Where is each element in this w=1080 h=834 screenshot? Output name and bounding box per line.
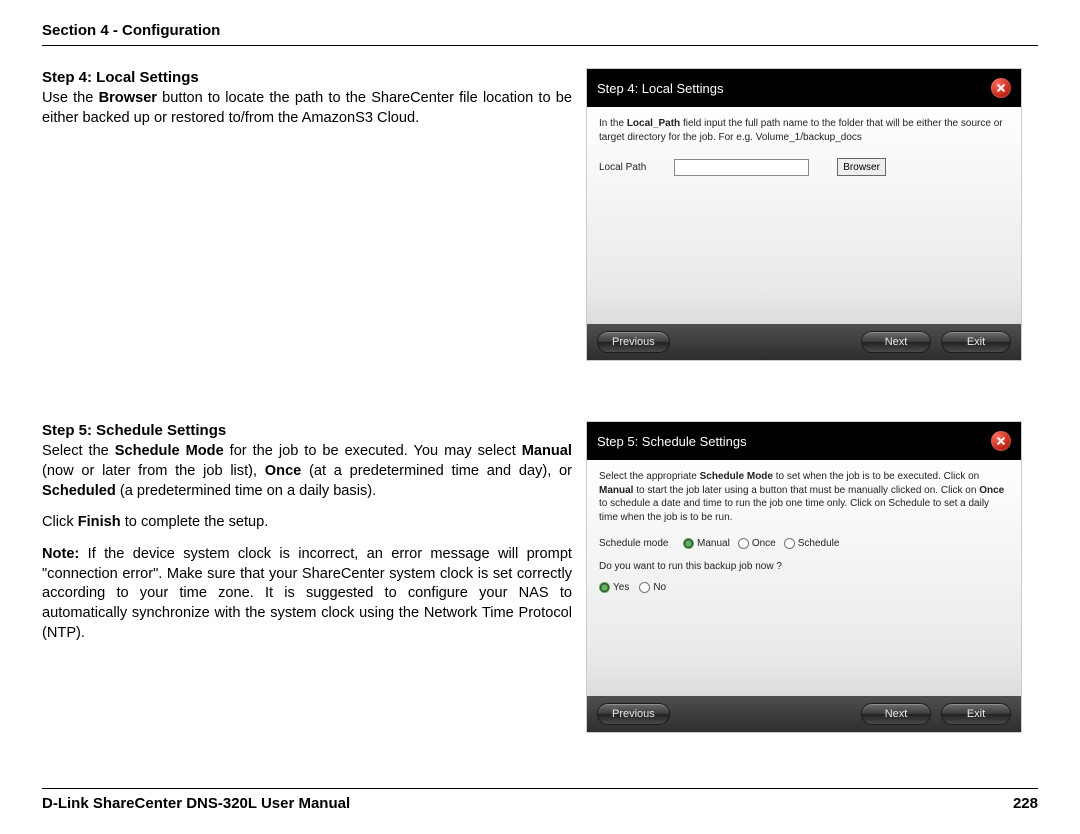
dialog-instruction: In the Local_Path field input the full p… bbox=[599, 117, 1009, 144]
previous-button[interactable]: Previous bbox=[597, 331, 670, 353]
dialog-title: Step 5: Schedule Settings bbox=[597, 434, 747, 449]
exit-button[interactable]: Exit bbox=[941, 331, 1011, 353]
step5-text: Step 5: Schedule Settings Select the Sch… bbox=[42, 421, 572, 655]
close-icon[interactable] bbox=[991, 431, 1011, 451]
mode-once-option[interactable]: Once bbox=[738, 538, 776, 549]
page-number: 228 bbox=[1013, 795, 1038, 812]
local-path-input[interactable] bbox=[674, 159, 809, 176]
dialog-header: Step 4: Local Settings bbox=[587, 69, 1021, 107]
no-radio[interactable] bbox=[639, 582, 650, 593]
mode-schedule-option[interactable]: Schedule bbox=[784, 538, 840, 549]
step4-text: Step 4: Local Settings Use the Browser b… bbox=[42, 68, 572, 141]
step5-p2: Click Finish to complete the setup. bbox=[42, 513, 572, 533]
exit-button[interactable]: Exit bbox=[941, 703, 1011, 725]
close-icon[interactable] bbox=[991, 78, 1011, 98]
dialog-title: Step 4: Local Settings bbox=[597, 81, 723, 96]
step4-paragraph: Use the Browser button to locate the pat… bbox=[42, 89, 572, 128]
local-path-label: Local Path bbox=[599, 162, 646, 173]
step4-title: Step 4: Local Settings bbox=[42, 68, 572, 88]
manual-radio[interactable] bbox=[683, 538, 694, 549]
yes-option[interactable]: Yes bbox=[599, 582, 629, 593]
step5-title: Step 5: Schedule Settings bbox=[42, 421, 572, 441]
previous-button[interactable]: Previous bbox=[597, 703, 670, 725]
next-button[interactable]: Next bbox=[861, 703, 931, 725]
dialog-header: Step 5: Schedule Settings bbox=[587, 422, 1021, 460]
dialog-footer: Previous Next Exit bbox=[587, 324, 1021, 360]
run-now-question: Do you want to run this backup job now ? bbox=[599, 561, 1009, 572]
schedule-mode-label: Schedule mode bbox=[599, 538, 675, 549]
yes-no-row: Yes No bbox=[599, 582, 1009, 593]
mode-manual-option[interactable]: Manual bbox=[683, 538, 730, 549]
yes-radio[interactable] bbox=[599, 582, 610, 593]
no-option[interactable]: No bbox=[639, 582, 666, 593]
schedule-mode-row: Schedule mode Manual Once Schedule bbox=[599, 538, 1009, 549]
step4-row: Step 4: Local Settings Use the Browser b… bbox=[42, 68, 1038, 361]
page-footer: D-Link ShareCenter DNS-320L User Manual … bbox=[42, 788, 1038, 812]
local-path-row: Local Path Browser bbox=[599, 158, 1009, 176]
next-button[interactable]: Next bbox=[861, 331, 931, 353]
step5-p1: Select the Schedule Mode for the job to … bbox=[42, 442, 572, 501]
once-radio[interactable] bbox=[738, 538, 749, 549]
manual-title: D-Link ShareCenter DNS-320L User Manual bbox=[42, 795, 350, 812]
schedule-radio[interactable] bbox=[784, 538, 795, 549]
dialog-body: Select the appropriate Schedule Mode to … bbox=[587, 460, 1021, 696]
step5-dialog: Step 5: Schedule Settings Select the app… bbox=[586, 421, 1022, 733]
dialog-footer: Previous Next Exit bbox=[587, 696, 1021, 732]
step4-dialog: Step 4: Local Settings In the Local_Path… bbox=[586, 68, 1022, 361]
dialog-instruction: Select the appropriate Schedule Mode to … bbox=[599, 470, 1009, 524]
section-header: Section 4 - Configuration bbox=[42, 22, 1038, 46]
browser-button[interactable]: Browser bbox=[837, 158, 886, 176]
step5-p3: Note: If the device system clock is inco… bbox=[42, 545, 572, 643]
step5-row: Step 5: Schedule Settings Select the Sch… bbox=[42, 421, 1038, 733]
dialog-body: In the Local_Path field input the full p… bbox=[587, 107, 1021, 324]
